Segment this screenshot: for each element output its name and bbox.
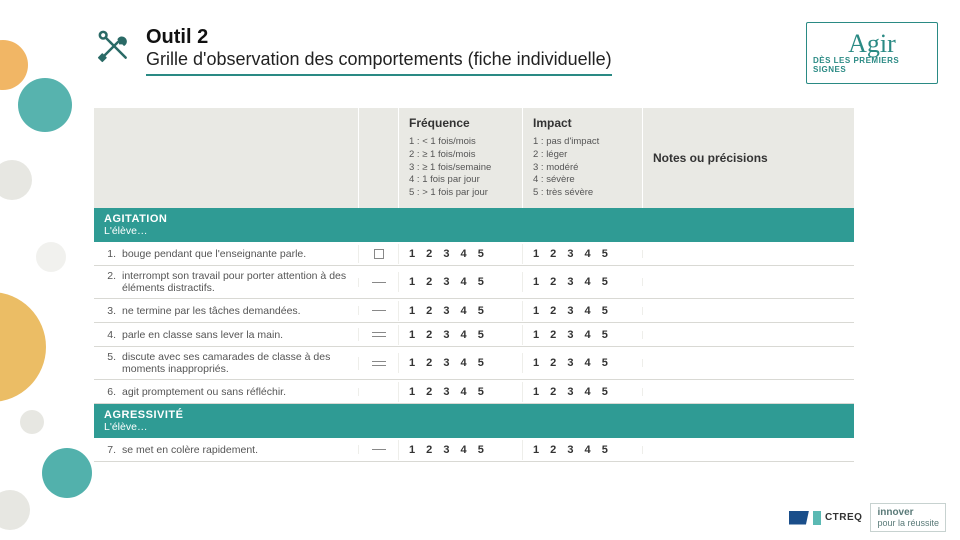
innover-logo: innover pour la réussite: [870, 503, 946, 532]
double-dash-icon: [372, 361, 386, 366]
row-frequency-scale: 1 2 3 4 5: [398, 272, 522, 292]
row-impact-scale: 1 2 3 4 5: [522, 301, 642, 321]
row-description: 6.agit promptement ou sans réfléchir.: [94, 382, 358, 402]
row-description: 3.ne termine par les tâches demandées.: [94, 301, 358, 321]
row-frequency-scale: 1 2 3 4 5: [398, 244, 522, 264]
bg-circle: [0, 160, 32, 200]
bg-circle: [36, 242, 66, 272]
table-header: Fréquence 1 : < 1 fois/mois 2 : ≥ 1 fois…: [94, 108, 854, 208]
row-impact-scale: 1 2 3 4 5: [522, 440, 642, 460]
bg-circle: [0, 40, 28, 90]
row-notes: [642, 446, 852, 454]
row-notes: [642, 331, 852, 339]
dash-icon: [372, 310, 386, 311]
row-frequency-scale: 1 2 3 4 5: [398, 353, 522, 373]
table-row: 7.se met en colère rapidement. 1 2 3 4 51…: [94, 438, 854, 462]
brand-logo: Agir DÈS LES PREMIERS SIGNES: [806, 22, 938, 84]
table-row: 1.bouge pendant que l'enseignante parle.…: [94, 242, 854, 266]
row-mark: [358, 357, 398, 370]
row-mark: [358, 245, 398, 263]
row-description: 2.interrompt son travail pour porter att…: [94, 266, 358, 298]
bg-circle: [0, 292, 46, 402]
logo-sub: DÈS LES PREMIERS SIGNES: [813, 56, 931, 74]
row-notes: [642, 388, 852, 396]
row-frequency-scale: 1 2 3 4 5: [398, 301, 522, 321]
row-frequency-scale: 1 2 3 4 5: [398, 440, 522, 460]
dash-icon: [372, 449, 386, 450]
bg-circle: [20, 410, 44, 434]
page-subtitle: Grille d'observation des comportements (…: [146, 49, 612, 76]
row-frequency-scale: 1 2 3 4 5: [398, 325, 522, 345]
row-mark: [358, 306, 398, 315]
row-mark: [358, 278, 398, 287]
row-impact-scale: 1 2 3 4 5: [522, 244, 642, 264]
bg-circle: [42, 448, 92, 498]
row-description: 5.discute avec ses camarades de classe à…: [94, 347, 358, 379]
logo-script: Agir: [848, 32, 896, 55]
bg-circle: [18, 78, 72, 132]
row-notes: [642, 278, 852, 286]
observation-grid: Fréquence 1 : < 1 fois/mois 2 : ≥ 1 fois…: [94, 108, 854, 462]
col-notes: Notes ou précisions: [642, 108, 852, 208]
row-impact-scale: 1 2 3 4 5: [522, 382, 642, 402]
page-title: Outil 2: [146, 26, 612, 49]
row-impact-scale: 1 2 3 4 5: [522, 325, 642, 345]
row-impact-scale: 1 2 3 4 5: [522, 353, 642, 373]
row-description: 4.parle en classe sans lever la main.: [94, 325, 358, 345]
section-band-agitation: AGITATION L'élève…: [94, 208, 854, 242]
table-row: 5.discute avec ses camarades de classe à…: [94, 347, 854, 380]
dash-icon: [372, 282, 386, 283]
row-description: 1.bouge pendant que l'enseignante parle.: [94, 244, 358, 264]
row-mark: [358, 445, 398, 454]
bg-circle: [0, 490, 30, 530]
row-notes: [642, 307, 852, 315]
col-frequency: Fréquence 1 : < 1 fois/mois 2 : ≥ 1 fois…: [398, 108, 522, 208]
row-notes: [642, 359, 852, 367]
col-impact: Impact 1 : pas d'impact 2 : léger 3 : mo…: [522, 108, 642, 208]
double-dash-icon: [372, 332, 386, 337]
checkbox-icon: [374, 249, 384, 259]
row-impact-scale: 1 2 3 4 5: [522, 272, 642, 292]
row-frequency-scale: 1 2 3 4 5: [398, 382, 522, 402]
row-notes: [642, 250, 852, 258]
table-row: 3.ne termine par les tâches demandées. 1 …: [94, 299, 854, 323]
section-band-agressivite: AGRESSIVITÉ L'élève…: [94, 404, 854, 438]
footer-logos: CTREQ innover pour la réussite: [789, 503, 946, 532]
row-description: 7.se met en colère rapidement.: [94, 440, 358, 460]
tools-icon: [94, 26, 134, 66]
page-header: Outil 2 Grille d'observation des comport…: [94, 26, 612, 76]
table-row: 2.interrompt son travail pour porter att…: [94, 266, 854, 299]
table-row: 4.parle en classe sans lever la main. 1 2…: [94, 323, 854, 347]
ctreq-logo: CTREQ: [789, 511, 863, 525]
row-mark: [358, 388, 398, 396]
row-mark: [358, 328, 398, 341]
table-row: 6.agit promptement ou sans réfléchir. 1 2…: [94, 380, 854, 404]
